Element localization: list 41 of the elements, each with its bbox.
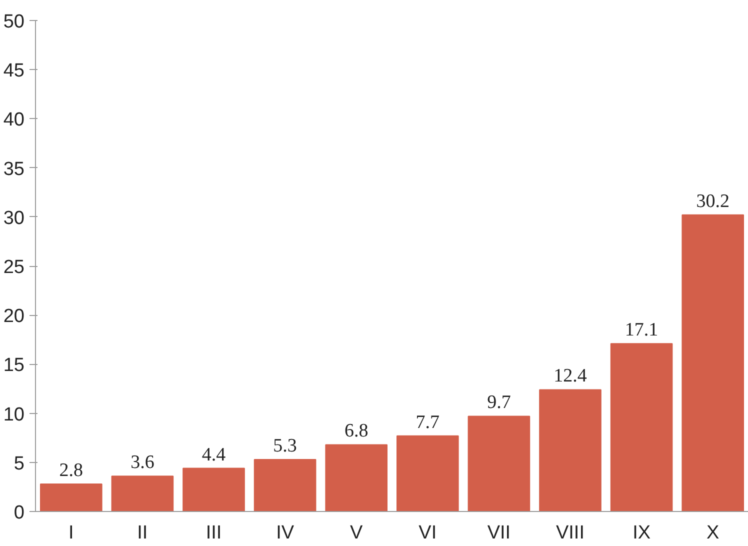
y-tick-label: 20 — [3, 306, 25, 328]
x-tick-label: VIII — [556, 522, 585, 544]
data-label: 12.4 — [554, 366, 588, 387]
y-tick-label: 25 — [3, 257, 25, 278]
bar — [610, 343, 673, 512]
x-tick-label: IX — [632, 522, 651, 544]
x-tick-label: V — [350, 522, 364, 544]
data-label: 5.3 — [273, 435, 297, 456]
bar — [539, 389, 602, 512]
x-tick-label: X — [706, 522, 720, 544]
data-label: 7.7 — [416, 412, 440, 433]
bar — [396, 435, 459, 512]
y-tick-label: 50 — [3, 12, 25, 32]
x-tick-label: II — [137, 522, 148, 544]
y-tick-label: 5 — [14, 453, 25, 474]
y-tick-label: 35 — [3, 158, 25, 180]
x-tick-label: I — [68, 522, 74, 544]
data-label: 9.7 — [487, 392, 511, 414]
y-tick-label: 30 — [3, 208, 25, 229]
data-label: 2.8 — [59, 460, 84, 482]
x-tick-label: VI — [418, 522, 437, 544]
bar — [254, 458, 316, 512]
y-tick-label: 0 — [14, 502, 25, 524]
bar — [682, 214, 744, 512]
y-tick-label: 45 — [3, 60, 25, 82]
data-label: 17.1 — [624, 320, 658, 341]
bar — [468, 416, 530, 512]
y-tick-label: 15 — [3, 355, 25, 376]
x-tick-label: III — [206, 522, 222, 544]
y-tick-label: 40 — [3, 110, 25, 131]
bar — [111, 476, 174, 512]
bar — [325, 444, 388, 512]
data-label: 3.6 — [130, 452, 154, 474]
data-label: 4.4 — [202, 444, 226, 466]
y-tick-label: 10 — [3, 404, 25, 426]
x-tick-label: VII — [487, 522, 511, 544]
bar — [182, 468, 245, 512]
x-tick-label: IV — [276, 522, 294, 544]
data-label: 30.2 — [696, 190, 730, 212]
bar — [40, 484, 102, 512]
data-label: 6.8 — [344, 420, 368, 442]
